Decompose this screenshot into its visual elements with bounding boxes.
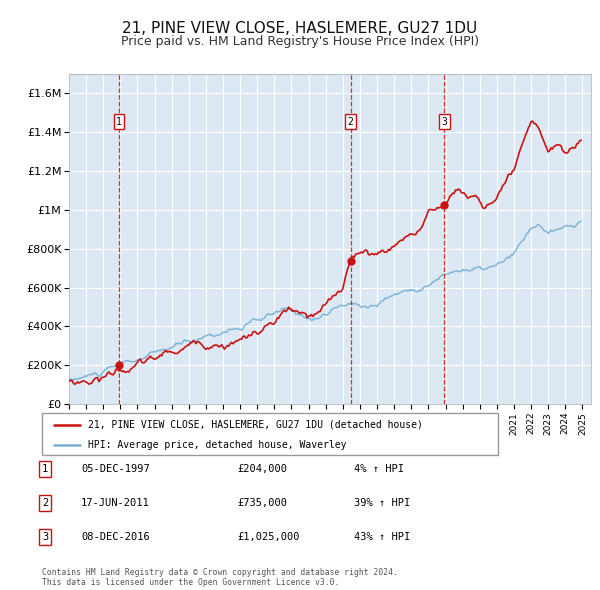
Text: 21, PINE VIEW CLOSE, HASLEMERE, GU27 1DU (detached house): 21, PINE VIEW CLOSE, HASLEMERE, GU27 1DU… (88, 420, 422, 430)
Text: 39% ↑ HPI: 39% ↑ HPI (354, 498, 410, 507)
Text: 1: 1 (42, 464, 48, 474)
Text: Price paid vs. HM Land Registry's House Price Index (HPI): Price paid vs. HM Land Registry's House … (121, 35, 479, 48)
Text: 05-DEC-1997: 05-DEC-1997 (81, 464, 150, 474)
Text: 3: 3 (42, 532, 48, 542)
Text: 4% ↑ HPI: 4% ↑ HPI (354, 464, 404, 474)
Text: 21, PINE VIEW CLOSE, HASLEMERE, GU27 1DU: 21, PINE VIEW CLOSE, HASLEMERE, GU27 1DU (122, 21, 478, 35)
Text: 1: 1 (116, 117, 122, 127)
Text: 2: 2 (348, 117, 353, 127)
Text: 3: 3 (441, 117, 447, 127)
Text: 17-JUN-2011: 17-JUN-2011 (81, 498, 150, 507)
Text: HPI: Average price, detached house, Waverley: HPI: Average price, detached house, Wave… (88, 440, 346, 450)
Text: Contains HM Land Registry data © Crown copyright and database right 2024.: Contains HM Land Registry data © Crown c… (42, 568, 398, 577)
Text: £735,000: £735,000 (237, 498, 287, 507)
Text: This data is licensed under the Open Government Licence v3.0.: This data is licensed under the Open Gov… (42, 578, 340, 587)
Text: £1,025,000: £1,025,000 (237, 532, 299, 542)
Text: 43% ↑ HPI: 43% ↑ HPI (354, 532, 410, 542)
FancyBboxPatch shape (42, 413, 498, 455)
Text: 08-DEC-2016: 08-DEC-2016 (81, 532, 150, 542)
Text: 2: 2 (42, 498, 48, 507)
Text: £204,000: £204,000 (237, 464, 287, 474)
